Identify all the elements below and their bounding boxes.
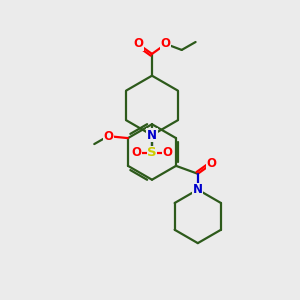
Text: S: S <box>147 146 157 160</box>
Text: O: O <box>133 38 143 50</box>
Text: N: N <box>147 129 157 142</box>
Text: O: O <box>207 158 217 170</box>
Text: N: N <box>193 183 203 196</box>
Text: O: O <box>161 38 171 50</box>
Text: O: O <box>163 146 173 160</box>
Text: O: O <box>131 146 141 160</box>
Text: O: O <box>103 130 113 142</box>
